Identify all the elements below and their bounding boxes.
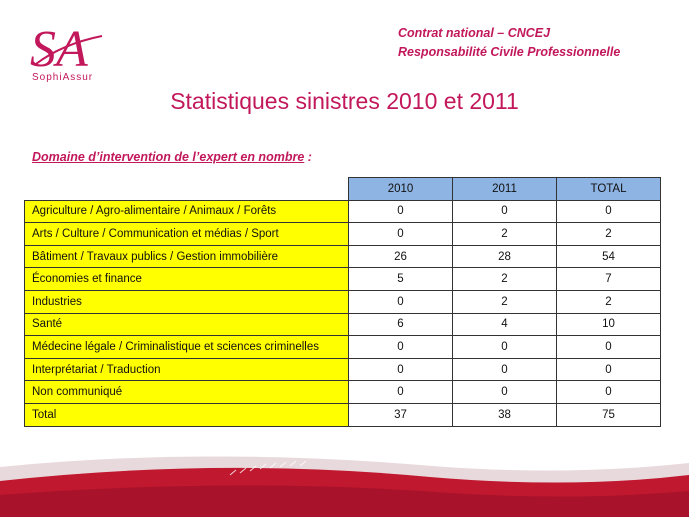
value-2010: 0 <box>348 335 453 359</box>
value-2011: 28 <box>452 244 557 269</box>
table-row: Bâtiment / Travaux publics / Gestion imm… <box>24 244 661 269</box>
table-row: Total 37 38 75 <box>24 402 661 427</box>
value-2010: 0 <box>348 357 453 382</box>
table-header-row: 2010 2011 TOTAL <box>24 177 661 201</box>
row-label: Industries <box>24 289 349 314</box>
value-2010: 0 <box>348 222 453 246</box>
value-2011: 2 <box>452 222 557 246</box>
table-row: Santé 6 4 10 <box>24 312 661 337</box>
logo-caption: SophiAssur <box>32 72 94 83</box>
value-total: 10 <box>556 312 661 337</box>
footer-wave-decoration <box>0 456 689 517</box>
insurance-line: Responsabilité Civile Professionnelle <box>398 45 621 59</box>
sophiassur-logo-icon: SA <box>30 21 103 78</box>
row-label: Agriculture / Agro-alimentaire / Animaux… <box>24 199 349 224</box>
value-2011: 0 <box>452 335 557 359</box>
value-total: 0 <box>556 199 661 224</box>
value-2010: 37 <box>348 402 453 427</box>
value-total: 54 <box>556 244 661 269</box>
header-block: Contrat national – CNCEJ Responsabilité … <box>398 24 678 62</box>
row-label: Total <box>24 402 349 427</box>
value-total: 0 <box>556 380 661 404</box>
table-row: Industries 0 2 2 <box>24 289 661 314</box>
table-row: Non communiqué 0 0 0 <box>24 380 661 404</box>
column-header-total: TOTAL <box>556 177 661 201</box>
column-header-2010: 2010 <box>348 177 453 201</box>
page-title: Statistiques sinistres 2010 et 2011 <box>170 88 519 114</box>
value-total: 0 <box>556 335 661 359</box>
table-row: Interprétariat / Traduction 0 0 0 <box>24 357 661 382</box>
table-row: Arts / Culture / Communication et médias… <box>24 222 661 246</box>
value-2010: 5 <box>348 267 453 291</box>
contract-line: Contrat national – CNCEJ <box>398 26 551 40</box>
row-label: Santé <box>24 312 349 337</box>
value-2010: 0 <box>348 289 453 314</box>
value-2010: 0 <box>348 380 453 404</box>
value-2011: 0 <box>452 199 557 224</box>
value-total: 0 <box>556 357 661 382</box>
value-2011: 0 <box>452 380 557 404</box>
column-header-2011: 2011 <box>452 177 557 201</box>
row-label: Arts / Culture / Communication et médias… <box>24 222 349 246</box>
table-row: Médecine légale / Criminalistique et sci… <box>24 335 661 359</box>
table-corner-cell <box>24 177 349 201</box>
row-label: Médecine légale / Criminalistique et sci… <box>24 335 349 359</box>
table-row: Économies et finance 5 2 7 <box>24 267 661 291</box>
value-total: 7 <box>556 267 661 291</box>
subtitle-suffix: : <box>304 150 312 164</box>
value-2010: 26 <box>348 244 453 269</box>
row-label: Bâtiment / Travaux publics / Gestion imm… <box>24 244 349 269</box>
value-2010: 6 <box>348 312 453 337</box>
value-2011: 2 <box>452 267 557 291</box>
row-label: Économies et finance <box>24 267 349 291</box>
value-2011: 2 <box>452 289 557 314</box>
value-2011: 0 <box>452 357 557 382</box>
statistics-table: 2010 2011 TOTAL Agriculture / Agro-alime… <box>24 177 661 427</box>
value-total: 2 <box>556 289 661 314</box>
row-label: Non communiqué <box>24 380 349 404</box>
value-total: 2 <box>556 222 661 246</box>
row-label: Interprétariat / Traduction <box>24 357 349 382</box>
subtitle-text: Domaine d’intervention de l’expert en no… <box>32 150 305 164</box>
table-row: Agriculture / Agro-alimentaire / Animaux… <box>24 199 661 224</box>
value-total: 75 <box>556 402 661 427</box>
value-2011: 38 <box>452 402 557 427</box>
section-subtitle: Domaine d’intervention de l’expert en no… <box>32 150 312 164</box>
value-2011: 4 <box>452 312 557 337</box>
table-body: Agriculture / Agro-alimentaire / Animaux… <box>24 199 661 427</box>
value-2010: 0 <box>348 199 453 224</box>
